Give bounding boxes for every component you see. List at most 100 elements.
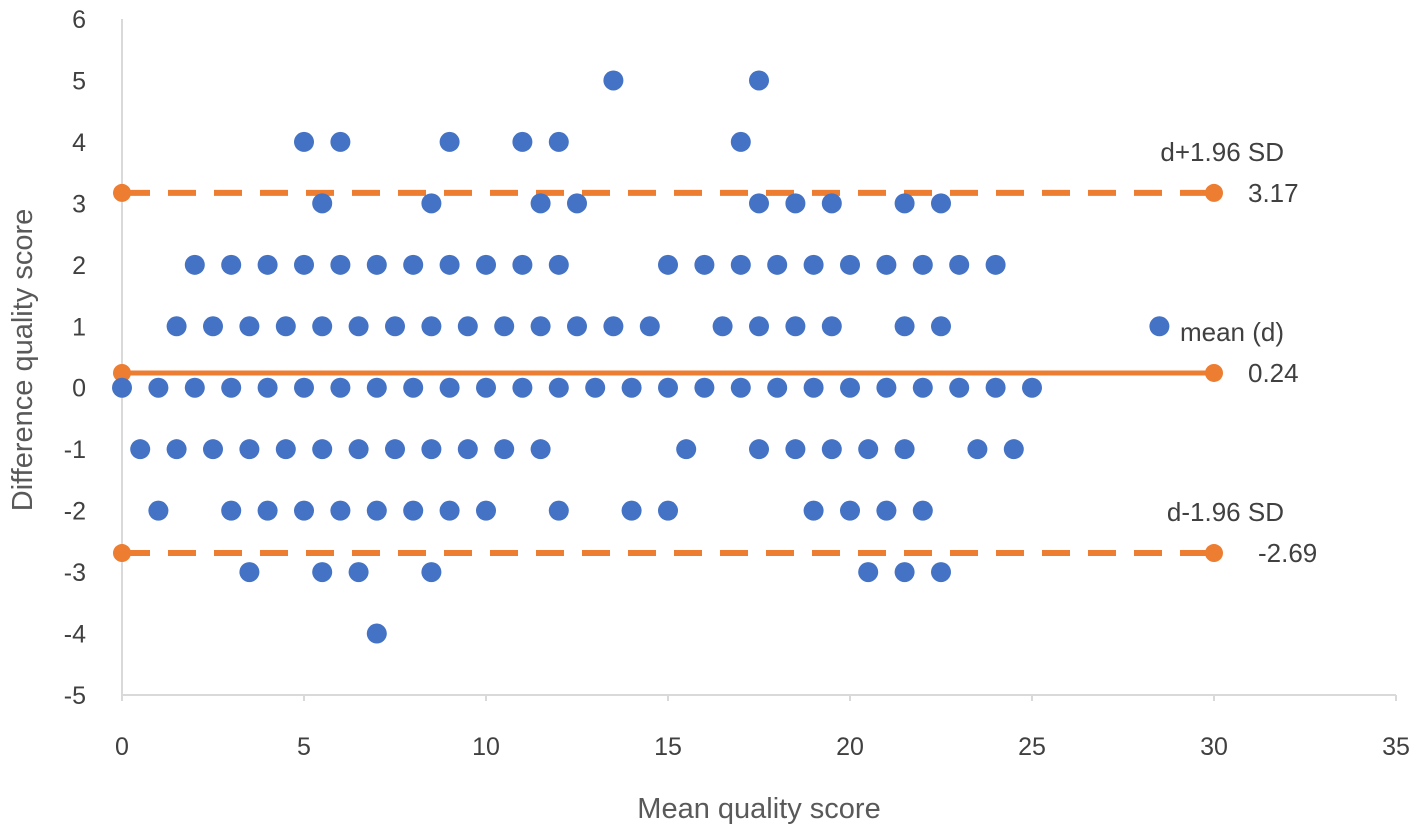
data-point xyxy=(785,316,806,337)
data-point xyxy=(749,316,769,337)
data-point xyxy=(530,193,551,214)
data-point xyxy=(257,377,278,398)
reference-line-end-marker xyxy=(1205,363,1223,382)
data-point xyxy=(512,377,533,398)
data-point xyxy=(348,316,369,337)
data-point xyxy=(457,316,478,337)
data-point xyxy=(639,316,660,337)
data-point xyxy=(221,254,242,275)
reference-line-start-marker xyxy=(113,363,131,382)
data-point xyxy=(585,377,606,398)
data-point xyxy=(421,562,442,583)
x-tick-label: 35 xyxy=(1382,733,1410,761)
data-point xyxy=(676,439,697,460)
data-point xyxy=(166,316,187,337)
data-point xyxy=(348,562,369,583)
data-point xyxy=(621,377,642,398)
data-point xyxy=(749,70,769,91)
data-point xyxy=(294,500,314,521)
data-point xyxy=(894,316,915,337)
data-point xyxy=(658,500,678,521)
data-point xyxy=(894,562,915,583)
data-point xyxy=(712,316,733,337)
data-point xyxy=(512,254,533,275)
x-tick-label: 0 xyxy=(115,733,129,761)
data-point xyxy=(257,500,278,521)
data-point xyxy=(439,254,460,275)
data-point xyxy=(730,377,751,398)
data-point xyxy=(821,439,842,460)
y-tick-label: -4 xyxy=(64,621,86,649)
data-point xyxy=(803,254,824,275)
data-point xyxy=(730,131,751,152)
data-point xyxy=(312,193,333,214)
data-point xyxy=(330,131,351,152)
data-point xyxy=(912,254,933,275)
data-point xyxy=(567,316,587,337)
data-point xyxy=(858,439,879,460)
data-point xyxy=(275,439,296,460)
data-point xyxy=(476,377,496,398)
data-point xyxy=(912,377,933,398)
data-point xyxy=(366,623,387,644)
reference-line-value: -2.69 xyxy=(1258,538,1317,568)
data-point xyxy=(548,377,569,398)
data-point xyxy=(840,500,860,521)
data-point xyxy=(548,131,569,152)
data-point xyxy=(148,500,169,521)
reference-line-value: 0.24 xyxy=(1248,358,1299,388)
data-point xyxy=(239,562,260,583)
data-point xyxy=(203,439,223,460)
reference-line-value: 3.17 xyxy=(1248,178,1299,208)
data-point xyxy=(694,377,715,398)
data-point xyxy=(894,193,915,214)
x-tick-label: 20 xyxy=(836,733,864,761)
data-point xyxy=(603,70,624,91)
data-point xyxy=(294,377,314,398)
data-point xyxy=(457,439,478,460)
reference-line-label: d-1.96 SD xyxy=(1167,497,1284,527)
data-point xyxy=(494,316,515,337)
data-point xyxy=(330,254,351,275)
data-point xyxy=(403,377,424,398)
x-tick-label: 10 xyxy=(472,733,500,761)
data-point xyxy=(421,439,442,460)
data-point xyxy=(658,254,678,275)
data-point xyxy=(366,377,387,398)
y-tick-label: 6 xyxy=(72,6,86,34)
data-point xyxy=(1149,316,1170,337)
data-point xyxy=(494,439,515,460)
data-point xyxy=(548,254,569,275)
y-tick-label: 3 xyxy=(72,190,86,218)
y-tick-label: 0 xyxy=(72,375,86,403)
data-point xyxy=(749,439,769,460)
reference-line-end-marker xyxy=(1205,544,1223,563)
data-point xyxy=(184,254,205,275)
y-tick-label: 4 xyxy=(72,129,86,157)
data-point xyxy=(821,316,842,337)
data-point xyxy=(985,377,1006,398)
data-point xyxy=(949,377,970,398)
data-point xyxy=(221,377,242,398)
data-point xyxy=(894,439,915,460)
data-point xyxy=(385,316,405,337)
data-point xyxy=(439,500,460,521)
data-point xyxy=(785,439,806,460)
data-point xyxy=(312,562,333,583)
data-point xyxy=(403,500,424,521)
data-point xyxy=(931,316,951,337)
data-point xyxy=(1003,439,1024,460)
x-tick-label: 30 xyxy=(1200,733,1228,761)
data-point xyxy=(166,439,187,460)
data-point xyxy=(366,254,387,275)
data-point xyxy=(821,193,842,214)
data-point xyxy=(476,500,496,521)
data-point xyxy=(148,377,169,398)
data-point xyxy=(330,377,351,398)
data-point xyxy=(621,500,642,521)
data-point xyxy=(985,254,1006,275)
x-axis-title: Mean quality score xyxy=(637,793,880,825)
data-point xyxy=(803,377,824,398)
data-point xyxy=(548,500,569,521)
